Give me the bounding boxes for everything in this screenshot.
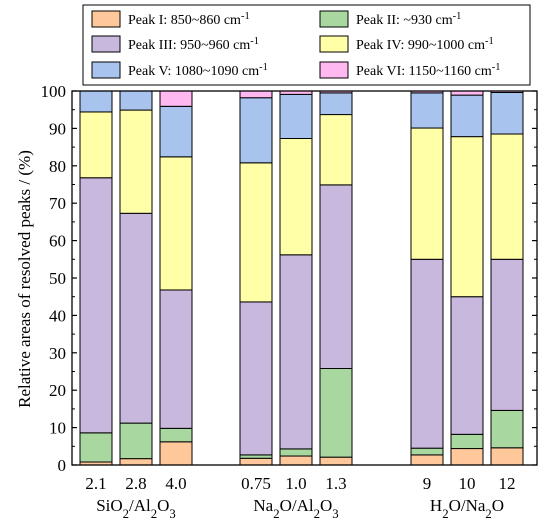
bar-segment bbox=[450, 433, 484, 450]
bar-segment bbox=[239, 457, 273, 466]
bar-segment bbox=[319, 368, 353, 458]
legend-swatch bbox=[91, 61, 121, 79]
bar-stacks: 2.1 2.8 4.0 SiO2/Al2O3 0.75 1.0 1.3 Na2O/Al2O3 9… bbox=[79, 90, 524, 521]
x-tick-label: 2.8 bbox=[125, 474, 146, 493]
bar-segment bbox=[410, 92, 444, 129]
axes: 0 10 20 30 40 50 60 70 80 90 100 bbox=[41, 82, 538, 475]
x-tick-label: 4.0 bbox=[165, 474, 186, 493]
bar-segment bbox=[319, 456, 353, 466]
bar-segment bbox=[119, 212, 153, 424]
bar-segment bbox=[119, 422, 153, 460]
legend-label: Peak IV: 990~1000 cm-1 bbox=[356, 36, 494, 54]
bar-segment bbox=[410, 454, 444, 466]
bar-segment bbox=[239, 162, 273, 303]
bar-segment bbox=[159, 441, 193, 466]
bar-segment bbox=[279, 448, 313, 457]
bar-segment bbox=[319, 184, 353, 370]
bar-segment bbox=[490, 91, 524, 135]
group-label: SiO2/Al2O3 bbox=[96, 496, 176, 521]
y-tick-label: 50 bbox=[49, 269, 66, 288]
legend-label: Peak V: 1080~1090 cm-1 bbox=[128, 62, 268, 80]
x-tick-label: 1.3 bbox=[325, 474, 346, 493]
bar-segment bbox=[79, 111, 113, 179]
legend-box bbox=[82, 4, 531, 86]
y-tick-label: 100 bbox=[41, 82, 67, 101]
legend-label: Peak VI: 1150~1160 cm-1 bbox=[356, 62, 501, 80]
bar-segment bbox=[159, 90, 193, 107]
y-tick-label: 60 bbox=[49, 232, 66, 251]
bar-segment bbox=[79, 177, 113, 434]
legend-swatch bbox=[319, 35, 349, 53]
bar-segment bbox=[450, 296, 484, 435]
y-tick-label: 30 bbox=[49, 344, 66, 363]
legend: Peak I: 850~860 cm-1 Peak II: ~930 cm-1 Pe… bbox=[82, 4, 531, 86]
bar-segment bbox=[410, 258, 444, 449]
y-tick-label: 0 bbox=[58, 456, 67, 475]
y-tick-label: 70 bbox=[49, 194, 66, 213]
bar-segment bbox=[79, 90, 113, 113]
x-tick-label: 12 bbox=[499, 474, 516, 493]
bar-segment bbox=[319, 114, 353, 186]
y-tick-label: 20 bbox=[49, 381, 66, 400]
bar-segment bbox=[490, 258, 524, 411]
legend-swatch bbox=[91, 10, 121, 28]
legend-label: Peak II: ~930 cm-1 bbox=[356, 11, 461, 29]
bar-segment bbox=[410, 127, 444, 260]
bar-segment bbox=[490, 447, 524, 466]
bar-segment bbox=[239, 301, 273, 456]
bar-segment bbox=[119, 109, 153, 214]
y-axis-title: Relative areas of resolved peaks / (%) bbox=[15, 150, 34, 408]
bar-segment bbox=[410, 447, 444, 456]
bar-segment bbox=[239, 97, 273, 164]
x-tick-label: 10 bbox=[459, 474, 476, 493]
bar-segment bbox=[279, 254, 313, 450]
y-tick-label: 80 bbox=[49, 157, 66, 176]
bar-segment bbox=[119, 458, 153, 466]
x-tick-label: 2.1 bbox=[85, 474, 106, 493]
bar-segment bbox=[239, 90, 273, 99]
bar-segment bbox=[319, 92, 353, 116]
legend-label: Peak III: 950~960 cm-1 bbox=[128, 36, 259, 54]
y-tick-label: 10 bbox=[49, 419, 66, 438]
bar-segment bbox=[490, 409, 524, 449]
legend-swatch bbox=[319, 10, 349, 28]
group-label: Na2O/Al2O3 bbox=[253, 496, 338, 521]
bar-segment bbox=[279, 137, 313, 256]
x-tick-label: 0.75 bbox=[241, 474, 271, 493]
x-tick-label: 9 bbox=[423, 474, 432, 493]
bar-segment bbox=[159, 427, 193, 443]
bar-segment bbox=[450, 136, 484, 298]
legend-swatch bbox=[319, 61, 349, 79]
bar-segment bbox=[279, 93, 313, 139]
group-label: H2O/Na2O bbox=[430, 496, 504, 521]
bar-segment bbox=[159, 105, 193, 158]
y-tick-label: 90 bbox=[49, 119, 66, 138]
bar-segment bbox=[159, 289, 193, 429]
bar-segment bbox=[490, 133, 524, 260]
x-tick-label: 1.0 bbox=[285, 474, 306, 493]
legend-label: Peak I: 850~860 cm-1 bbox=[128, 11, 250, 29]
bar-segment bbox=[119, 90, 153, 111]
legend-swatch bbox=[91, 35, 121, 53]
bar-segment bbox=[450, 448, 484, 466]
y-tick-label: 40 bbox=[49, 306, 66, 325]
bar-segment bbox=[159, 156, 193, 291]
bar-segment bbox=[450, 94, 484, 138]
bar-segment bbox=[79, 432, 113, 463]
bar-segment bbox=[279, 455, 313, 466]
bar-segment bbox=[239, 454, 273, 459]
